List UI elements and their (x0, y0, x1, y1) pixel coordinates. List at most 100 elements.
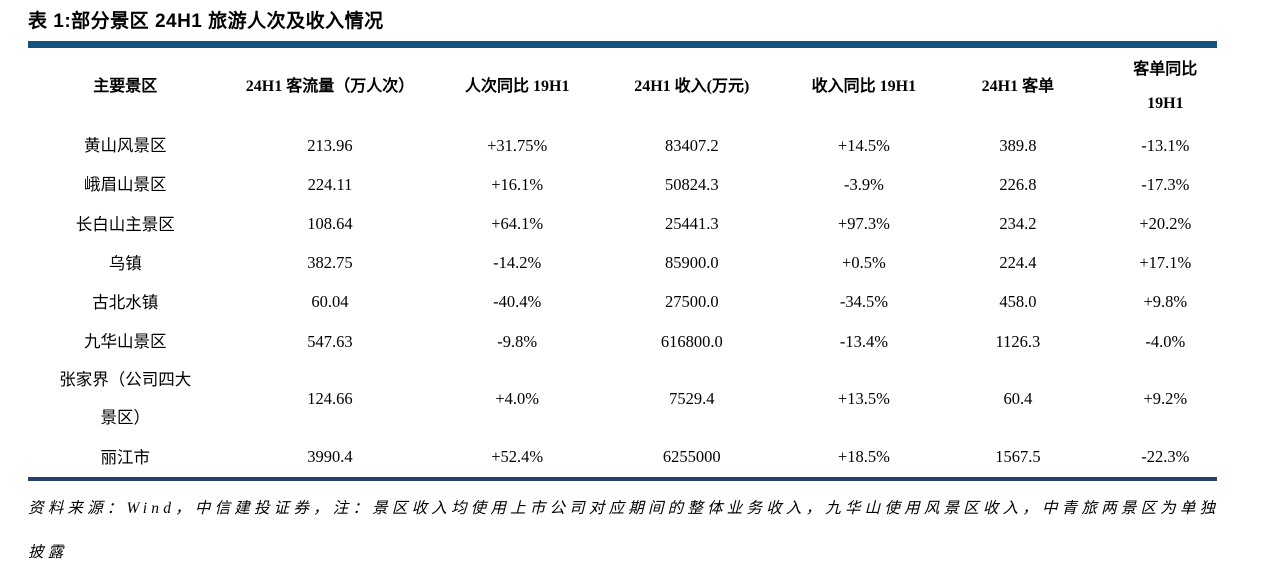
cell-value: 1126.3 (941, 322, 1094, 361)
cell-value-text: 85900.0 (664, 253, 719, 273)
cell-value: -4.0% (1095, 322, 1236, 361)
cell-value: +9.8% (1095, 283, 1236, 322)
cell-value: +13.5% (787, 361, 942, 437)
cell-value-text: -13.4% (839, 331, 888, 351)
cell-value-text: 616800.0 (660, 331, 723, 351)
cell-value-text: +52.4% (491, 446, 544, 466)
cell-value: 6255000 (597, 437, 787, 476)
column-header: 收入同比 19H1 (811, 78, 917, 95)
scenic-area-name-text: 黄山风景区 (83, 136, 167, 156)
cell-value: -3.9% (787, 165, 942, 204)
cell-value: 124.66 (222, 361, 437, 437)
cell-value: 83407.2 (597, 126, 787, 165)
scenic-area-name-text: 乌镇 (108, 253, 142, 273)
cell-value: 25441.3 (597, 204, 787, 243)
cell-value: 547.63 (222, 322, 437, 361)
cell-value: +97.3% (787, 204, 942, 243)
cell-value-text: -13.1% (1141, 135, 1190, 155)
cell-value-text: -4.0% (1145, 331, 1186, 351)
cell-value-text: +20.2% (1139, 214, 1192, 234)
column-header: 客单同比 19H1 (1133, 61, 1198, 112)
cell-value: 389.8 (941, 126, 1094, 165)
cell-value-text: +31.75% (487, 135, 548, 155)
cell-value: -22.3% (1095, 437, 1236, 476)
cell-value-text: 60.4 (1003, 389, 1033, 409)
column-header: 人次同比 19H1 (465, 78, 570, 95)
cell-value: -13.1% (1095, 126, 1236, 165)
cell-value: 213.96 (222, 126, 437, 165)
cell-value-text: 50824.3 (664, 174, 719, 194)
scenic-area-name-text: 丽江市 (100, 447, 150, 467)
cell-value-text: -17.3% (1141, 174, 1190, 194)
table-row: 张家界（公司四大景区） 124.66 +4.0% 7529.4 +13.5% 60.4 +9… (28, 361, 1236, 437)
cell-value: 60.4 (941, 361, 1094, 437)
cell-value-text: 108.64 (307, 214, 353, 234)
cell-value: 1567.5 (941, 437, 1094, 476)
cell-value-text: 382.75 (307, 253, 353, 273)
table-row: 长白山主景区 108.64 +64.1% 25441.3 +97.3% 234.2 +20.… (28, 204, 1236, 243)
cell-value-text: +17.1% (1139, 253, 1192, 273)
cell-value-text: 224.4 (999, 253, 1037, 273)
cell-value-text: -3.9% (843, 174, 884, 194)
cell-value-text: 547.63 (307, 331, 353, 351)
table-row: 乌镇 382.75 -14.2% 85900.0 +0.5% 224.4 +17.1% (28, 244, 1236, 283)
cell-value-text: 27500.0 (664, 292, 719, 312)
cell-value-text: +16.1% (491, 174, 544, 194)
cell-value: 85900.0 (597, 244, 787, 283)
cell-value-text: +9.2% (1143, 389, 1188, 409)
cell-value: 7529.4 (597, 361, 787, 437)
scenic-area-name: 乌镇 (28, 244, 222, 283)
cell-value: +9.2% (1095, 361, 1236, 437)
cell-value-text: -14.2% (493, 253, 542, 273)
scenic-area-name: 九华山景区 (28, 322, 222, 361)
cell-value: -34.5% (787, 283, 942, 322)
cell-value: 458.0 (941, 283, 1094, 322)
scenic-area-name: 古北水镇 (28, 283, 222, 322)
table-title: 表 1:部分景区 24H1 旅游人次及收入情况 (28, 11, 384, 32)
column-header: 24H1 收入(万元) (634, 78, 750, 95)
cell-value-text: 234.2 (999, 214, 1037, 234)
cell-value-text: -40.4% (493, 292, 542, 312)
cell-value-text: 6255000 (662, 446, 721, 466)
cell-value: 224.4 (941, 244, 1094, 283)
table-row: 峨眉山景区 224.11 +16.1% 50824.3 -3.9% 226.8 -17.3% (28, 165, 1236, 204)
cell-value-text: +13.5% (837, 389, 890, 409)
scenic-area-name: 长白山主景区 (28, 204, 222, 243)
cell-value: 108.64 (222, 204, 437, 243)
cell-value-text: +14.5% (837, 135, 890, 155)
cell-value: +18.5% (787, 437, 942, 476)
cell-value-text: -22.3% (1141, 446, 1190, 466)
table-body: 黄山风景区 213.96 +31.75% 83407.2 +14.5% 389.8 -13.… (28, 126, 1236, 477)
scenic-area-name: 张家界（公司四大景区） (28, 361, 222, 437)
cell-value-text: +4.0% (495, 389, 540, 409)
cell-value: +31.75% (438, 126, 597, 165)
cell-value-text: +9.8% (1143, 292, 1188, 312)
cell-value: -17.3% (1095, 165, 1236, 204)
cell-value: 224.11 (222, 165, 437, 204)
cell-value-text: +0.5% (842, 253, 886, 273)
source-note: 资料来源：Wind，中信建投证券，注：景区收入均使用上市公司对应期间的整体业务收… (28, 499, 1220, 561)
cell-value: -40.4% (438, 283, 597, 322)
cell-value-text: -9.8% (497, 331, 538, 351)
scenic-area-name-text: 九华山景区 (83, 332, 167, 352)
cell-value-text: 213.96 (307, 135, 353, 155)
column-header: 24H1 客流量（万人次） (245, 78, 415, 95)
cell-value-text: 60.04 (311, 292, 349, 312)
cell-value: +14.5% (787, 126, 942, 165)
scenic-area-name: 峨眉山景区 (28, 165, 222, 204)
cell-value: +20.2% (1095, 204, 1236, 243)
cell-value-text: 1567.5 (995, 446, 1041, 466)
cell-value-text: 224.11 (307, 174, 353, 194)
cell-value-text: 226.8 (999, 174, 1037, 194)
cell-value: 3990.4 (222, 437, 437, 476)
scenic-area-name-text: 张家界（公司四大景区） (59, 370, 192, 428)
cell-value: 50824.3 (597, 165, 787, 204)
cell-value: 226.8 (941, 165, 1094, 204)
bottom-rule (28, 476, 1217, 481)
cell-value-text: 25441.3 (664, 214, 719, 234)
scenic-area-name-text: 长白山主景区 (75, 214, 175, 234)
cell-value: -13.4% (787, 322, 942, 361)
cell-value-text: +18.5% (837, 446, 890, 466)
table-row: 古北水镇 60.04 -40.4% 27500.0 -34.5% 458.0 +9.8% (28, 283, 1236, 322)
